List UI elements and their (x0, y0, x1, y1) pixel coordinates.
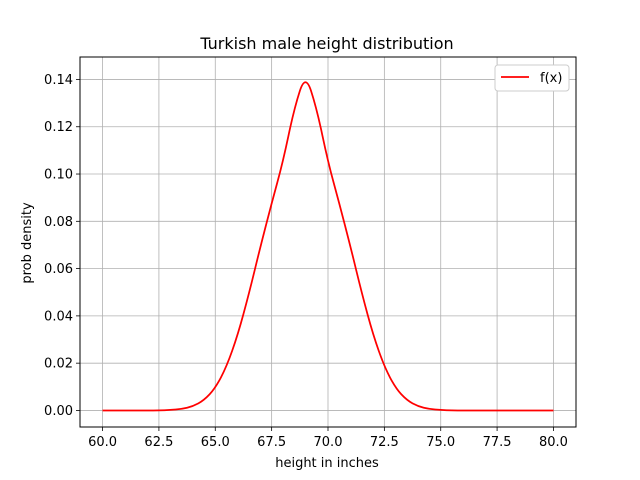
legend-box (494, 64, 570, 92)
x-tick-label: 77.5 (483, 435, 512, 450)
x-tick-label: 67.5 (257, 435, 286, 450)
x-axis-ticks: 60.0 62.5 65.0 67.5 70.0 72.5 75.0 77.5 80.0 (88, 427, 568, 450)
legend: f(x) (494, 64, 570, 92)
legend-label: f(x) (540, 71, 562, 86)
y-tick-label: 0.10 (44, 168, 73, 183)
x-tick-label: 60.0 (88, 435, 117, 450)
y-tick-label: 0.02 (44, 357, 73, 372)
grid-lines (80, 57, 576, 427)
x-tick-label: 62.5 (144, 435, 173, 450)
y-axis-title: prob density (20, 202, 35, 284)
chart-title: Turkish male height distribution (199, 34, 453, 53)
x-axis-title: height in inches (275, 456, 379, 471)
y-tick-label: 0.00 (44, 404, 73, 419)
y-tick-label: 0.06 (44, 262, 73, 277)
x-tick-label: 72.5 (370, 435, 399, 450)
x-tick-label: 75.0 (426, 435, 455, 450)
x-tick-label: 65.0 (201, 435, 230, 450)
x-tick-label: 70.0 (314, 435, 343, 450)
y-axis-ticks: 0.00 0.02 0.04 0.06 0.08 0.10 0.12 0.14 (44, 73, 80, 419)
y-tick-label: 0.14 (44, 73, 73, 88)
y-tick-label: 0.08 (44, 215, 73, 230)
series-line-f-x (102, 81, 554, 412)
series-layer (102, 81, 554, 412)
x-tick-label: 80.0 (539, 435, 568, 450)
y-tick-label: 0.04 (44, 309, 73, 324)
y-tick-label: 0.12 (44, 120, 73, 135)
